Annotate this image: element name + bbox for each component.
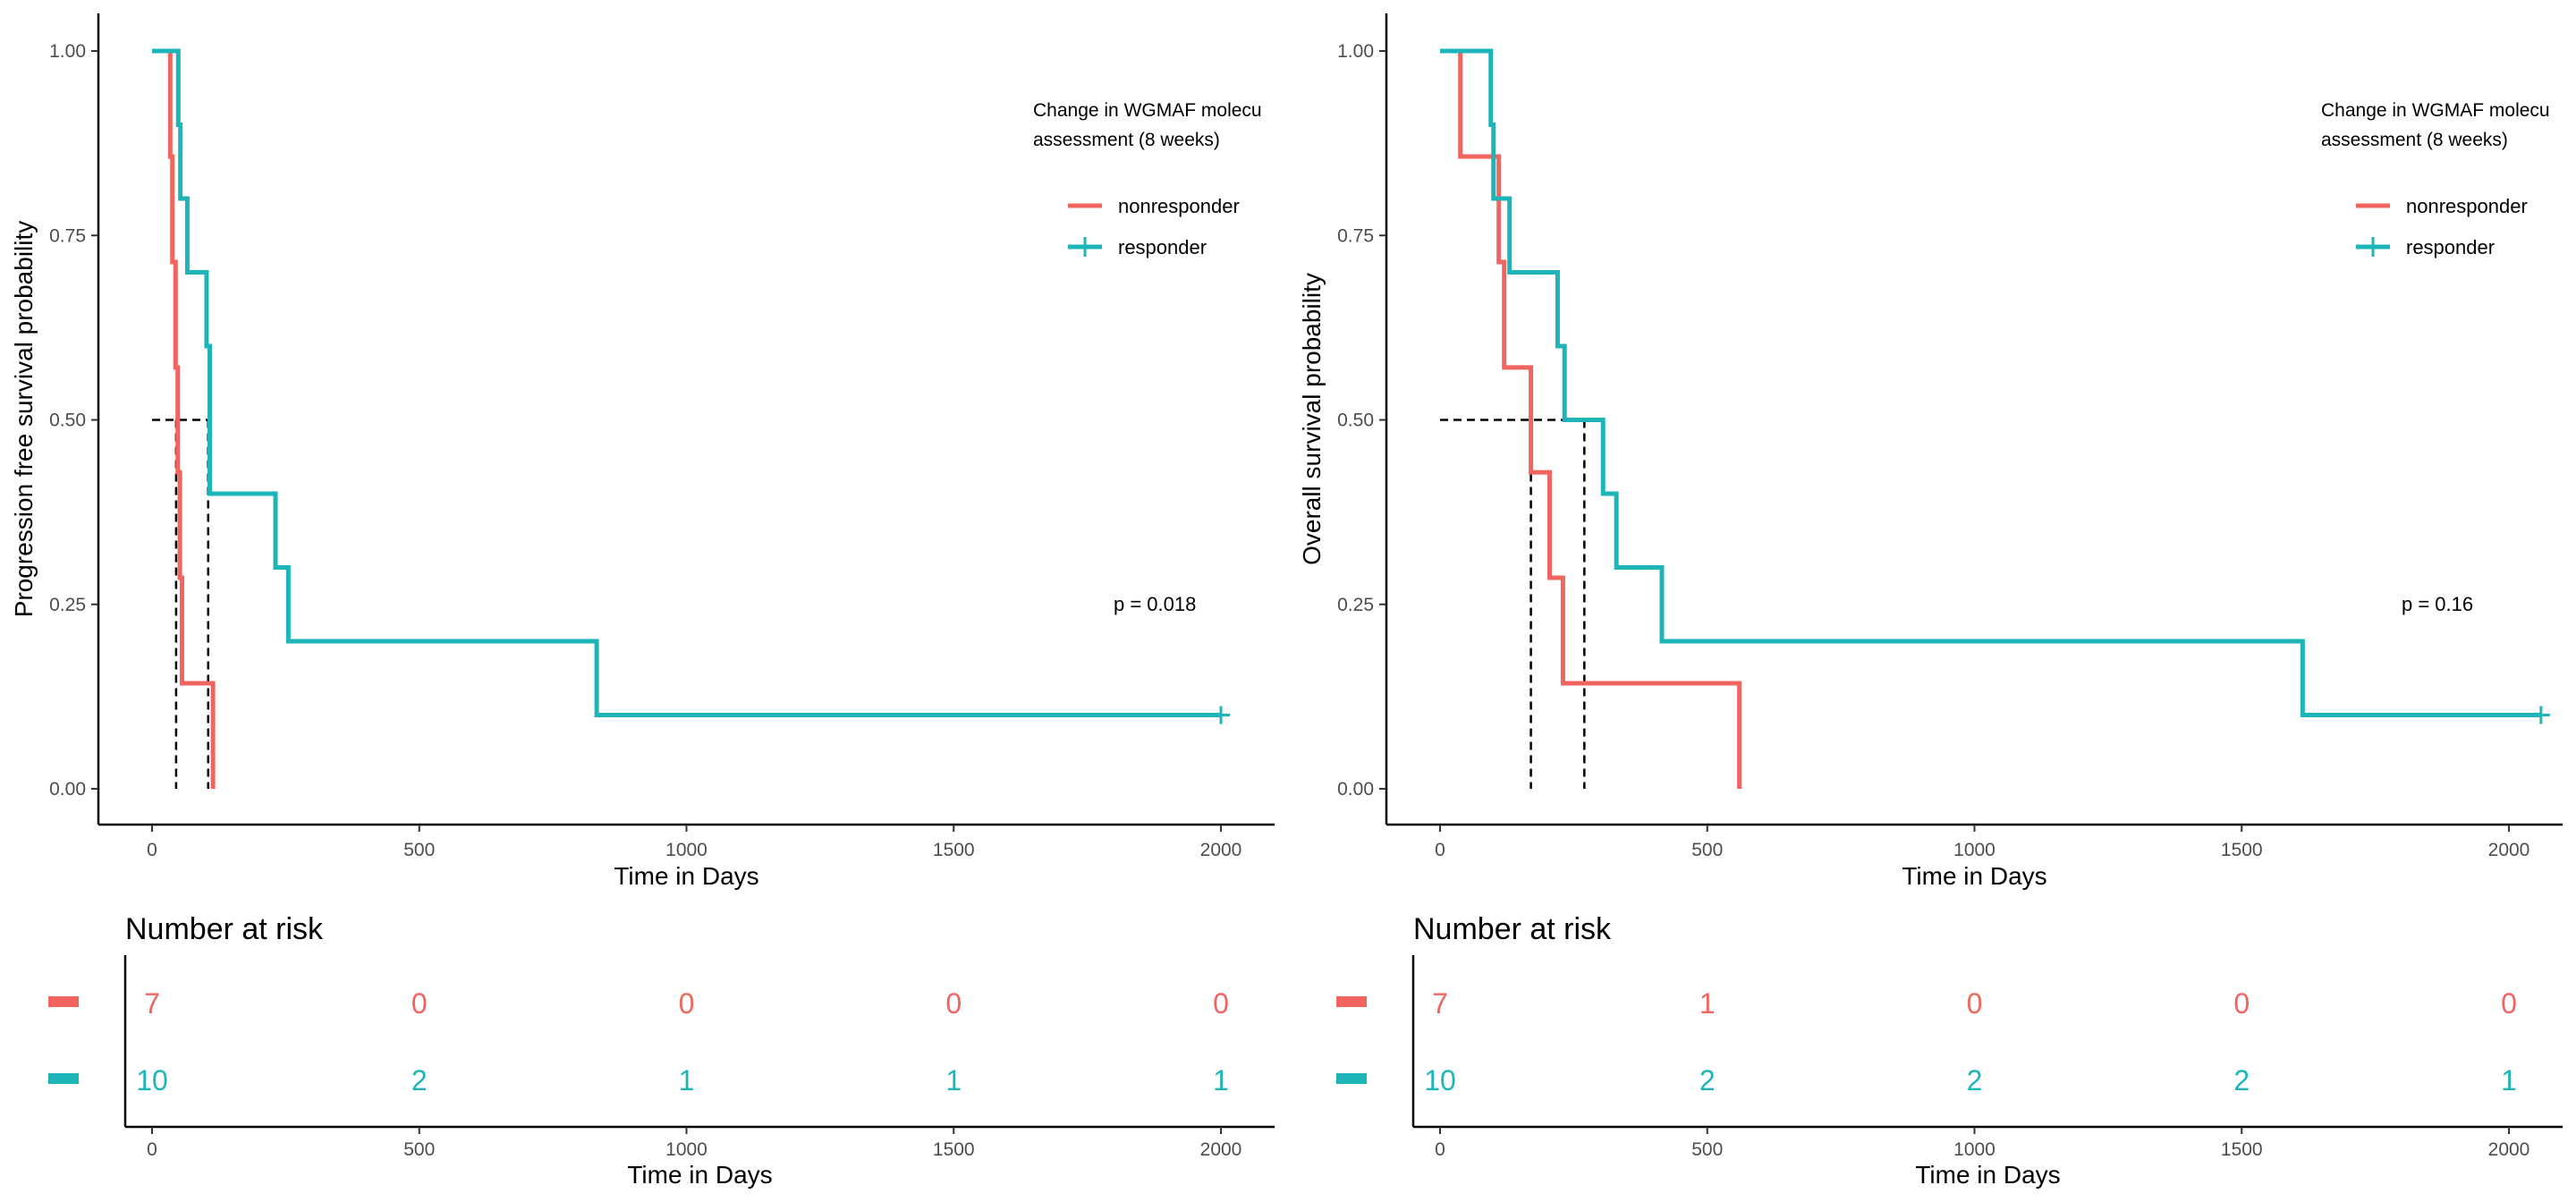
risk-x-tick-label: 1500: [2221, 1139, 2263, 1160]
y-tick-label: 0.50: [1337, 411, 1374, 431]
risk-count-responder: 1: [945, 1064, 962, 1096]
legend-title: assessment (8 weeks): [1033, 130, 1220, 150]
risk-count-nonresponder: 0: [1967, 987, 1983, 1020]
survival-curve-nonresponder: [152, 48, 216, 789]
y-axis-title: Overall survival probability: [1298, 273, 1326, 565]
p-value-annotation: p = 0.16: [2402, 593, 2473, 615]
risk-x-tick-label: 2000: [2488, 1139, 2530, 1160]
x-axis-title: Time in Days: [1902, 862, 2046, 890]
risk-count-responder: 2: [2233, 1064, 2250, 1096]
x-tick-label: 500: [1691, 840, 1723, 860]
risk-x-tick-label: 1500: [933, 1139, 975, 1160]
x-tick-label: 1000: [1953, 840, 1996, 860]
km-panel-2: 0.000.250.500.751.000 500 1000 1500 2000Time…: [1298, 13, 2563, 1189]
km-panel-1: 0.000.250.500.751.000 500 1000 1500 2000Time…: [10, 13, 1275, 1189]
risk-count-responder: 10: [136, 1064, 168, 1096]
risk-x-tick-label: 0: [1435, 1139, 1445, 1160]
y-tick-label: 0.50: [49, 411, 86, 431]
y-tick-label: 0.75: [49, 225, 86, 246]
risk-count-responder: 1: [2501, 1064, 2517, 1096]
legend-label-nonresponder: nonresponder: [2406, 195, 2528, 217]
x-tick-label: 1000: [665, 840, 708, 860]
risk-row-key-responder: [1336, 1073, 1367, 1084]
risk-row-key-nonresponder: [1336, 996, 1367, 1007]
risk-table-title: Number at risk: [125, 912, 324, 946]
y-tick-label: 0.75: [1337, 225, 1374, 246]
survival-curve-responder: [1440, 48, 2541, 717]
risk-x-tick-label: 1000: [665, 1139, 708, 1160]
risk-x-tick-label: 1000: [1953, 1139, 1996, 1160]
survival-curve-responder: [152, 48, 1221, 717]
risk-row-key-responder: [48, 1073, 79, 1084]
legend-title: assessment (8 weeks): [2321, 130, 2508, 150]
legend-title: Change in WGMAF molecu: [2321, 100, 2550, 121]
risk-count-nonresponder: 0: [679, 987, 695, 1020]
legend-label-nonresponder: nonresponder: [1118, 195, 1240, 217]
legend-title: Change in WGMAF molecu: [1033, 100, 1262, 121]
risk-count-nonresponder: 7: [144, 987, 160, 1020]
risk-x-tick-label: 2000: [1200, 1139, 1242, 1160]
risk-x-tick-label: 500: [403, 1139, 435, 1160]
x-tick-label: 1500: [933, 840, 975, 860]
legend-label-responder: responder: [1118, 236, 1207, 258]
risk-x-tick-label: 0: [147, 1139, 157, 1160]
risk-count-responder: 1: [679, 1064, 695, 1096]
risk-row-key-nonresponder: [48, 996, 79, 1007]
y-tick-label: 0.00: [49, 779, 86, 800]
y-axis-title: Progression free survival probability: [10, 221, 38, 618]
x-tick-label: 1500: [2221, 840, 2263, 860]
y-tick-label: 0.25: [1337, 595, 1374, 615]
risk-table-title: Number at risk: [1413, 912, 1612, 946]
risk-count-responder: 10: [1424, 1064, 1456, 1096]
x-tick-label: 0: [147, 840, 157, 860]
risk-count-responder: 1: [1213, 1064, 1229, 1096]
p-value-annotation: p = 0.018: [1114, 593, 1196, 615]
risk-count-nonresponder: 0: [2501, 987, 2517, 1020]
y-tick-label: 0.00: [1337, 779, 1374, 800]
risk-count-nonresponder: 0: [411, 987, 428, 1020]
risk-count-nonresponder: 0: [945, 987, 962, 1020]
x-tick-label: 500: [403, 840, 435, 860]
risk-count-nonresponder: 0: [2233, 987, 2250, 1020]
risk-count-responder: 2: [411, 1064, 428, 1096]
x-tick-label: 2000: [2488, 840, 2530, 860]
risk-count-responder: 2: [1967, 1064, 1983, 1096]
x-tick-label: 0: [1435, 840, 1445, 860]
risk-x-axis-title: Time in Days: [1915, 1161, 2060, 1189]
survival-curve-nonresponder: [1440, 48, 1742, 789]
legend-label-responder: responder: [2406, 236, 2495, 258]
x-tick-label: 2000: [1200, 840, 1242, 860]
y-tick-label: 0.25: [49, 595, 86, 615]
risk-x-axis-title: Time in Days: [627, 1161, 772, 1189]
risk-count-responder: 2: [1699, 1064, 1716, 1096]
risk-count-nonresponder: 7: [1432, 987, 1448, 1020]
x-axis-title: Time in Days: [614, 862, 758, 890]
risk-x-tick-label: 500: [1691, 1139, 1723, 1160]
y-tick-label: 1.00: [49, 41, 86, 62]
y-tick-label: 1.00: [1337, 41, 1374, 62]
risk-count-nonresponder: 1: [1699, 987, 1716, 1020]
risk-count-nonresponder: 0: [1213, 987, 1229, 1020]
